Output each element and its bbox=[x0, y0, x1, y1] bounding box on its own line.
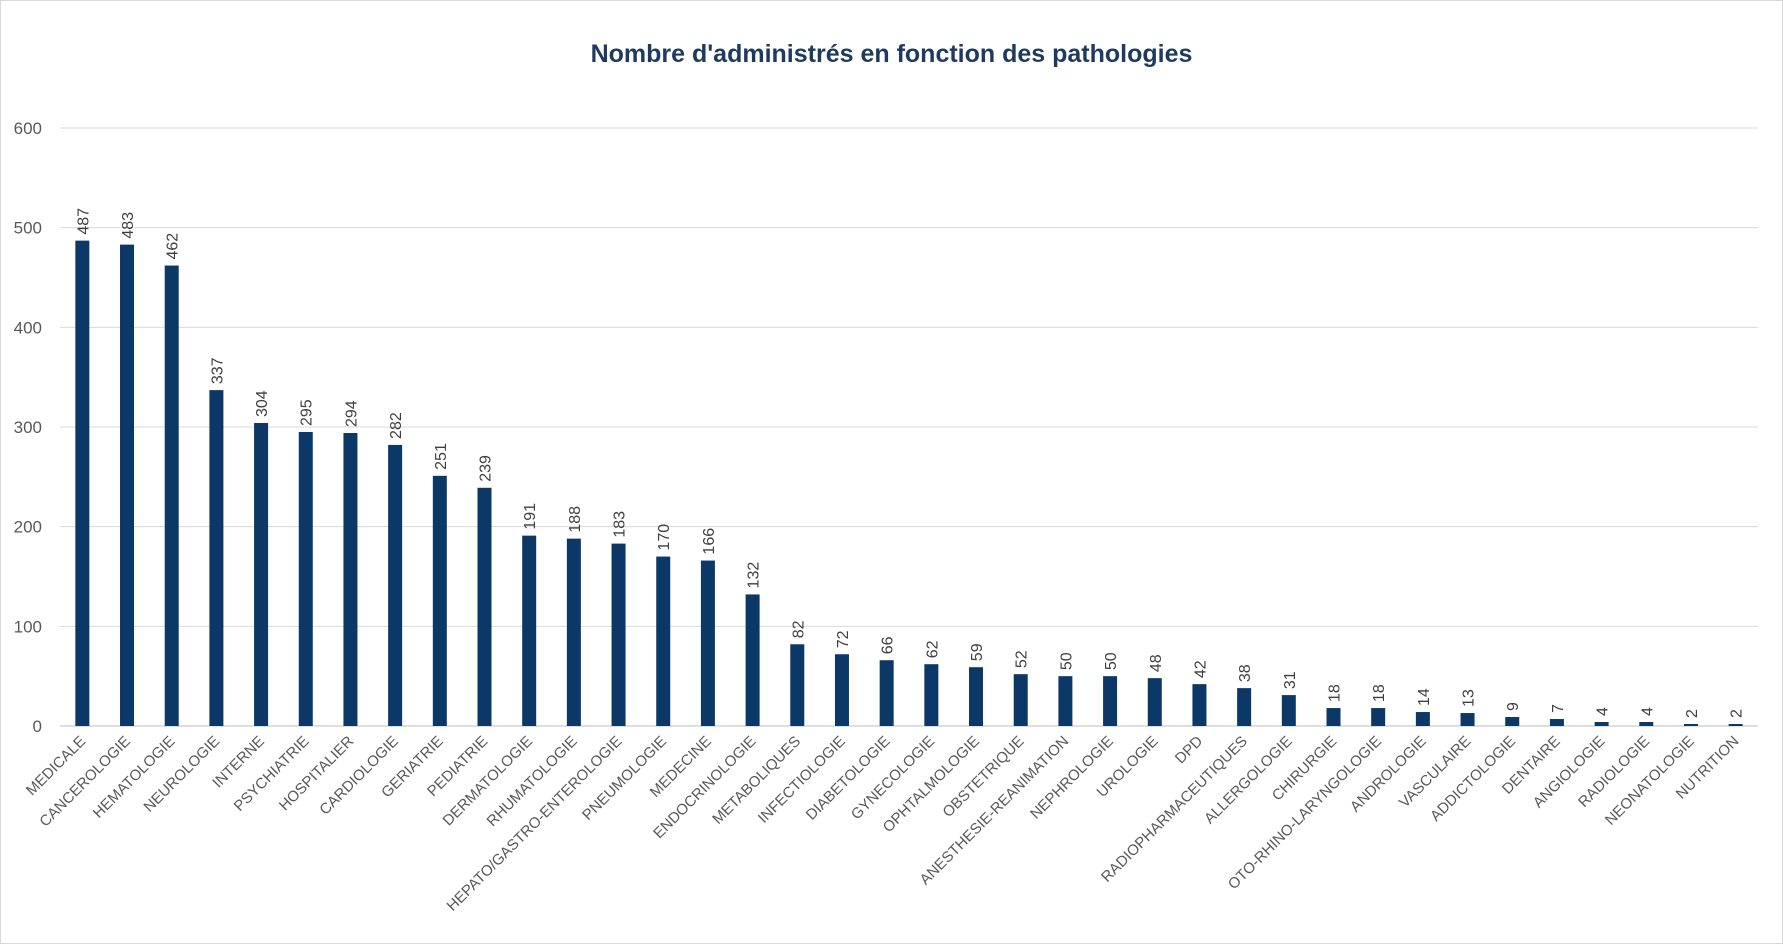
bar bbox=[1103, 676, 1118, 726]
bar bbox=[1460, 713, 1475, 726]
data-label: 191 bbox=[522, 503, 539, 530]
data-label: 188 bbox=[567, 506, 584, 533]
data-label: 18 bbox=[1327, 684, 1344, 702]
bar bbox=[1505, 717, 1520, 726]
data-label: 7 bbox=[1550, 704, 1567, 713]
bar bbox=[75, 240, 90, 726]
data-label: 72 bbox=[835, 630, 852, 648]
bar bbox=[388, 444, 403, 726]
data-label: 4 bbox=[1595, 707, 1612, 716]
bar bbox=[1594, 722, 1609, 726]
y-tick-label: 600 bbox=[14, 119, 42, 138]
data-label: 462 bbox=[165, 233, 182, 260]
bar bbox=[1549, 719, 1564, 726]
bar bbox=[611, 543, 626, 726]
data-label: 487 bbox=[75, 208, 92, 235]
data-label: 251 bbox=[433, 443, 450, 470]
bar bbox=[164, 265, 179, 726]
data-label: 2 bbox=[1684, 709, 1701, 718]
bar bbox=[924, 664, 939, 726]
bar bbox=[343, 432, 358, 726]
data-label: 82 bbox=[790, 620, 807, 638]
bar bbox=[522, 535, 537, 726]
data-label: 239 bbox=[478, 455, 495, 482]
bars bbox=[75, 240, 1743, 727]
bar bbox=[1639, 722, 1654, 726]
data-label: 50 bbox=[1103, 652, 1120, 670]
data-label: 166 bbox=[701, 528, 718, 555]
data-label: 14 bbox=[1416, 688, 1433, 706]
y-tick-label: 300 bbox=[14, 418, 42, 437]
data-label: 4 bbox=[1639, 707, 1656, 716]
data-label: 52 bbox=[1014, 650, 1031, 668]
chart-title: Nombre d'administrés en fonction des pat… bbox=[590, 40, 1193, 68]
data-label: 48 bbox=[1148, 654, 1165, 672]
bar bbox=[298, 431, 313, 726]
data-label: 38 bbox=[1237, 664, 1254, 682]
data-label: 62 bbox=[924, 640, 941, 658]
data-label: 304 bbox=[254, 390, 271, 417]
bar bbox=[1192, 684, 1207, 726]
bar bbox=[477, 487, 492, 726]
bar bbox=[1371, 708, 1386, 726]
bar bbox=[1058, 676, 1073, 726]
data-label: 18 bbox=[1371, 684, 1388, 702]
bar bbox=[656, 556, 671, 726]
data-label: 31 bbox=[1282, 671, 1299, 689]
y-tick-label: 200 bbox=[14, 518, 42, 537]
category-label: CARDIOLOGIE bbox=[316, 733, 402, 819]
y-tick-label: 100 bbox=[14, 617, 42, 636]
data-label: 132 bbox=[746, 562, 763, 589]
data-label: 2 bbox=[1729, 709, 1746, 718]
data-label: 9 bbox=[1505, 702, 1522, 711]
bar bbox=[254, 423, 269, 726]
bar bbox=[745, 594, 760, 726]
category-label: HEMATOLOGIE bbox=[90, 733, 179, 822]
data-label: 50 bbox=[1058, 652, 1075, 670]
bar bbox=[700, 560, 715, 726]
category-label: OBSTETRIQUE bbox=[939, 733, 1027, 821]
data-label: 13 bbox=[1461, 689, 1478, 707]
bar bbox=[1013, 674, 1028, 726]
data-label: 282 bbox=[388, 412, 405, 439]
bar bbox=[834, 654, 849, 726]
data-label: 483 bbox=[120, 212, 137, 239]
data-label: 183 bbox=[612, 511, 629, 538]
bar bbox=[566, 538, 581, 726]
bar bbox=[1326, 708, 1341, 726]
data-label: 59 bbox=[969, 643, 986, 661]
bar bbox=[1683, 724, 1698, 726]
y-tick-label: 400 bbox=[14, 318, 42, 337]
bar bbox=[790, 644, 805, 726]
bar bbox=[879, 660, 894, 726]
bar bbox=[432, 475, 447, 726]
bar bbox=[1728, 724, 1743, 726]
y-tick-label: 500 bbox=[14, 219, 42, 238]
bar bbox=[1147, 678, 1162, 726]
y-axis-ticks: 0 100 200 300 400 500 600 bbox=[14, 119, 42, 736]
y-tick-label: 0 bbox=[33, 717, 42, 736]
data-label: 66 bbox=[880, 636, 897, 654]
bar bbox=[1415, 712, 1430, 726]
data-label: 295 bbox=[299, 399, 316, 426]
data-label: 294 bbox=[343, 400, 360, 427]
data-label: 42 bbox=[1192, 660, 1209, 678]
data-label: 337 bbox=[209, 357, 226, 384]
bar bbox=[969, 667, 984, 726]
bar bbox=[120, 244, 135, 727]
category-label: DPD bbox=[1172, 733, 1207, 768]
bar bbox=[1281, 695, 1296, 726]
gridlines bbox=[60, 127, 1758, 727]
data-label: 170 bbox=[656, 524, 673, 551]
bar bbox=[209, 390, 224, 726]
category-labels: MEDICALECANCEROLOGIEHEMATOLOGIENEUROLOGI… bbox=[23, 733, 1743, 915]
bar bbox=[1237, 688, 1252, 726]
